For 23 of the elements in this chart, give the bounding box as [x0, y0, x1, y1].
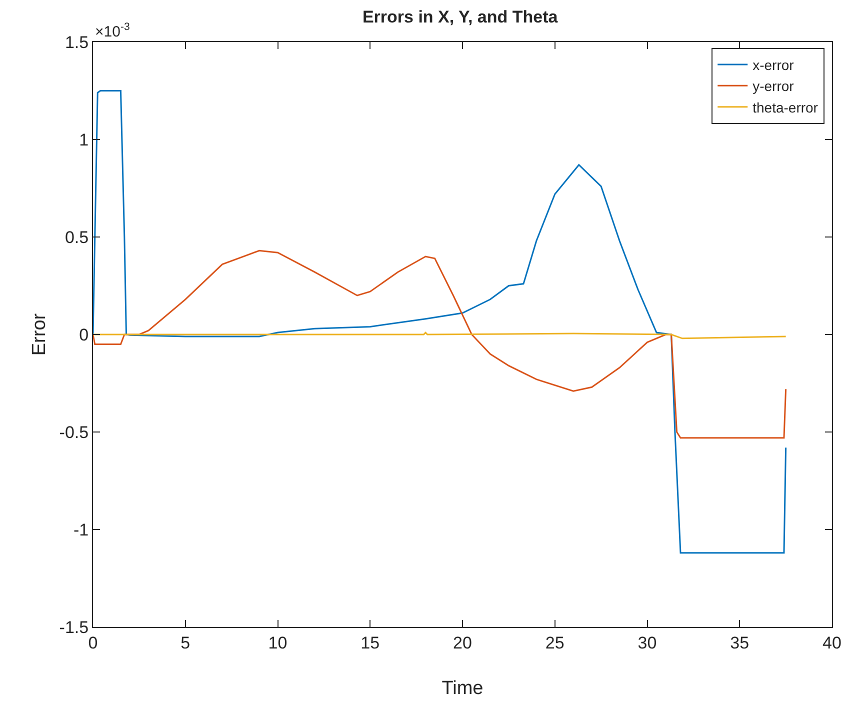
x-tick-label: 15: [360, 633, 380, 652]
y-tick-label: 1.5: [64, 32, 89, 52]
legend-label: theta-error: [752, 99, 818, 116]
chart-title: Errors in X, Y, and Theta: [362, 7, 558, 26]
legend-label: x-error: [752, 56, 794, 73]
x-tick-label: 5: [180, 633, 190, 652]
x-tick-label: 30: [638, 633, 657, 652]
line-series: [93, 250, 787, 439]
y-tick-label: 0.5: [64, 228, 89, 247]
x-tick-label: 10: [268, 633, 288, 652]
y-axis-title: Error: [29, 312, 50, 356]
x-tick-label: 20: [453, 633, 472, 652]
y-tick-label: 0: [79, 325, 89, 344]
y-tick-label: -1: [73, 520, 89, 540]
x-tick-label: 40: [822, 633, 842, 652]
legend-label: y-error: [752, 78, 794, 94]
y-tick-label: -0.5: [59, 422, 89, 442]
x-axis-title: Time: [442, 678, 484, 699]
y-tick-label: 1: [79, 130, 89, 150]
text: ×10$^{-3}$: [95, 21, 130, 40]
x-tick-label: 25: [545, 633, 564, 652]
x-tick-label: 35: [730, 633, 750, 652]
y-tick-label: -1.5: [59, 618, 89, 637]
